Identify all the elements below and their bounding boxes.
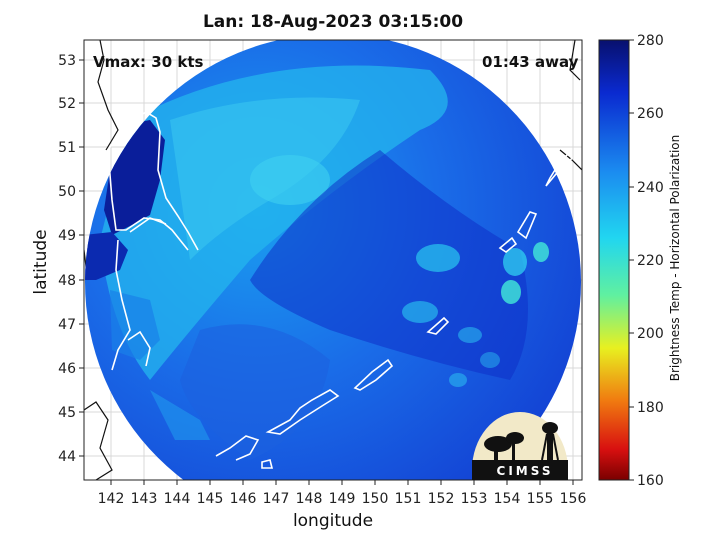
vmax-label: Vmax: 30 kts (93, 53, 204, 71)
x-tick-label: 142 (98, 491, 125, 507)
x-tick-label: 144 (164, 491, 191, 507)
colorbar-tick-label: 180 (637, 400, 664, 416)
y-tick-label: 45 (58, 405, 76, 421)
x-tick-marks (110, 480, 574, 485)
colorbar-tick-labels: 280 260 240 220 200 180 160 (637, 33, 664, 489)
y-tick-label: 50 (58, 184, 76, 200)
coastline-inside (107, 111, 573, 469)
y-tick-label: 48 (58, 273, 76, 289)
y-tick-label: 46 (58, 361, 76, 377)
y-tick-marks (79, 59, 84, 457)
x-tick-label: 149 (329, 491, 356, 507)
y-tick-label: 49 (58, 228, 76, 244)
x-tick-label: 156 (560, 491, 587, 507)
x-tick-label: 154 (494, 491, 521, 507)
x-tick-label: 155 (527, 491, 554, 507)
colorbar-tick-label: 220 (637, 253, 664, 269)
time-away-label: 01:43 away (482, 53, 579, 71)
x-tick-label: 150 (362, 491, 389, 507)
y-tick-label: 44 (58, 449, 76, 465)
colorbar-label: Brightness Temp - Horizontal Polarizatio… (668, 134, 682, 382)
colorbar (598, 39, 630, 481)
x-tick-label: 143 (131, 491, 158, 507)
y-tick-label: 51 (58, 140, 76, 156)
cimss-logo (472, 412, 568, 480)
y-tick-label: 52 (58, 96, 76, 112)
x-axis-label: longitude (292, 511, 374, 531)
cimss-logo-text: CIMSS (496, 464, 554, 478)
plot-title: Lan: 18-Aug-2023 03:15:00 (202, 12, 464, 32)
y-tick-label: 53 (58, 53, 76, 69)
y-tick-label: 47 (58, 317, 76, 333)
x-tick-label: 148 (296, 491, 323, 507)
colorbar-tick-label: 200 (637, 326, 664, 342)
x-tick-label: 147 (263, 491, 290, 507)
colorbar-tick-label: 160 (637, 473, 664, 489)
colorbar-tick-label: 280 (637, 33, 664, 49)
colorbar-tick-label: 240 (637, 180, 664, 196)
x-tick-label: 153 (461, 491, 488, 507)
x-tick-label: 151 (395, 491, 422, 507)
y-axis-label: latitude (31, 229, 51, 295)
colorbar-tick-marks (629, 39, 634, 481)
plot-frame (83, 39, 583, 481)
x-tick-label: 145 (197, 491, 224, 507)
x-tick-label: 146 (230, 491, 257, 507)
y-tick-labels: 53 52 51 50 49 48 47 46 45 44 (58, 53, 76, 465)
x-tick-label: 152 (428, 491, 455, 507)
x-tick-labels: 142 143 144 145 146 147 148 149 150 151 … (98, 491, 587, 507)
colorbar-tick-label: 260 (637, 106, 664, 122)
